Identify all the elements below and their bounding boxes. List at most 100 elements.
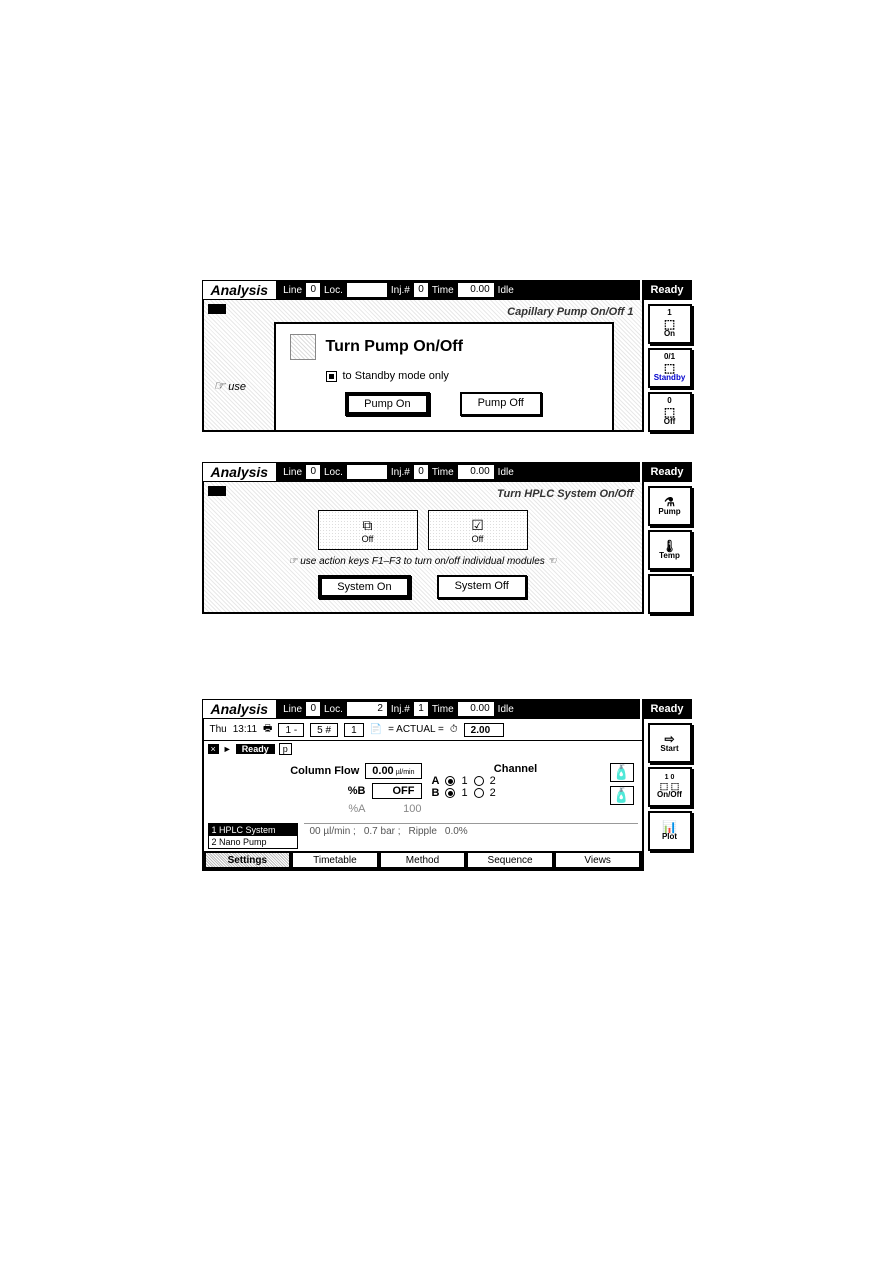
channel-a-radio-2[interactable] [474,776,484,786]
range-value[interactable]: 1 - [278,723,304,737]
state-label: Idle [498,704,514,715]
window-handle[interactable] [208,486,226,496]
window-caption: Turn HPLC System On/Off [497,488,634,500]
channel-b-label: B [432,787,440,799]
window-caption: Capillary Pump On/Off 1 [507,306,633,318]
module-1-icon: ⧉ [363,517,373,534]
settings-right: Channel A 1 2 B 1 2 [432,763,600,819]
topbar: Analysis Line 0 Loc. 2 Inj.# 1 Time 0.00… [202,699,692,719]
pcta-value: 100 [372,803,422,815]
side-pump-button[interactable]: ⚗ Pump [648,486,692,526]
status-bar: Line 0 Loc. Inj.# 0 Time 0.00 Idle [277,280,640,300]
standby-label: to Standby mode only [343,370,449,382]
topbar: Analysis Line 0 Loc. Inj.# 0 Time 0.00 I… [202,462,692,482]
channel-b-opt2: 2 [490,787,496,799]
line-value: 0 [306,465,320,479]
channel-b-radio-2[interactable] [474,788,484,798]
side-onoff-button[interactable]: 1 0 ⬚ ⬚ On/Off [648,767,692,807]
mode-value: = ACTUAL = [388,724,444,735]
close-icon[interactable]: × [208,744,219,754]
channel-header: Channel [432,763,600,775]
clock-icon: ⏱ [450,724,458,735]
channel-b-radio-1[interactable] [445,788,455,798]
side-off-label: Off [664,418,676,427]
side-on-button[interactable]: 1 ⬚ On [648,304,692,344]
pump-on-button[interactable]: Pump On [345,392,429,416]
hand-icon: ☞ [214,378,226,393]
loc-label: Loc. [324,467,343,478]
screen-title: Analysis [202,280,278,300]
tab-sequence[interactable]: Sequence [467,852,553,868]
bottle-a-icon[interactable]: 🧴 [610,763,634,782]
side-temp-button[interactable]: 🌡 Temp [648,530,692,570]
status-ripple: 0.0% [445,826,468,837]
pump-icon: ⚗ [664,496,675,508]
loc-value: 2 [347,702,387,716]
channel-a-opt1: 1 [461,775,467,787]
time-label: Time [432,704,454,715]
ready-label: Ready [640,699,691,719]
time-label: Time [432,285,454,296]
system-on-button[interactable]: System On [318,575,410,599]
flow-label: Column Flow [290,765,359,777]
panel-body: Capillary Pump On/Off 1 ☞ use Turn Pump … [202,300,644,432]
indicator-row: × ► Ready p [204,741,642,757]
system-item-hplc[interactable]: 1 HPLC System [209,824,297,836]
channel-a-radio-1[interactable] [445,776,455,786]
module-2[interactable]: ☑ Off [428,510,528,550]
inj-label: Inj.# [391,467,410,478]
side-plot-button[interactable]: 📊 Plot [648,811,692,851]
inj-label: Inj.# [391,285,410,296]
module-1[interactable]: ⧉ Off [318,510,418,550]
runtime-value[interactable]: 2.00 [464,723,504,737]
count2-value[interactable]: 1 [344,723,364,737]
side-buttons: ⚗ Pump 🌡 Temp [644,482,692,614]
pctb-value[interactable]: OFF [372,783,422,799]
channel-a-opt2: 2 [490,775,496,787]
channel-b-row: B 1 2 [432,787,600,799]
status-flow: 00 µl/min ; [310,826,356,837]
ready-label: Ready [640,280,691,300]
system-list[interactable]: 1 HPLC System 2 Nano Pump [208,823,298,849]
flow-value[interactable]: 0.00µl/min [365,763,421,779]
side-start-label: Start [660,745,678,754]
side-plot-label: Plot [662,833,677,842]
inj-value: 0 [414,283,428,297]
window-handle[interactable] [208,304,226,314]
count-value[interactable]: 5 # [310,723,338,737]
module-1-state: Off [362,534,374,544]
system-item-nanopump[interactable]: 2 Nano Pump [209,836,297,848]
plot-icon: 📊 [662,821,677,833]
tab-settings[interactable]: Settings [205,852,291,868]
printer-icon[interactable]: 🖶 [263,721,272,738]
status-bar: Line 0 Loc. Inj.# 0 Time 0.00 Idle [277,462,640,482]
pctb-label: %B [348,785,366,797]
side-pump-label: Pump [658,508,680,517]
pump-off-button[interactable]: Pump Off [460,392,542,416]
system-off-button[interactable]: System Off [437,575,527,599]
pcta-label: %A [348,803,365,815]
standby-checkbox-row[interactable]: to Standby mode only [326,370,598,382]
tab-views[interactable]: Views [555,852,641,868]
tab-timetable[interactable]: Timetable [292,852,378,868]
time-label: Time [432,467,454,478]
inj-label: Inj.# [391,704,410,715]
side-blank-button [648,574,692,614]
standby-checkbox[interactable] [326,371,337,382]
screen-title: Analysis [202,462,278,482]
pump-status-line: 00 µl/min ; 0.7 bar ; Ripple 0.0% [304,823,638,839]
tab-method[interactable]: Method [380,852,466,868]
line-label: Line [283,285,302,296]
bottom-tabs: Settings Timetable Method Sequence Views [204,851,642,869]
settings-main: Column Flow 0.00µl/min %B OFF %A 100 [204,757,642,823]
side-off-button[interactable]: 0 ⬚ Off [648,392,692,432]
side-start-button[interactable]: ⇨ Start [648,723,692,763]
side-buttons: ⇨ Start 1 0 ⬚ ⬚ On/Off 📊 Plot [644,719,692,871]
side-standby-button[interactable]: 0/1 ⬚ Standby [648,348,692,388]
panel-body: Thu 13:11 🖶 1 - 5 # 1 📄 = ACTUAL = ⏱ 2.0… [202,719,644,871]
channel-a-label: A [432,775,440,787]
loc-label: Loc. [324,285,343,296]
panel-pump-onoff: Analysis Line 0 Loc. Inj.# 0 Time 0.00 I… [202,280,692,432]
loc-value [347,465,387,479]
bottle-b-icon[interactable]: 🧴 [610,786,634,805]
